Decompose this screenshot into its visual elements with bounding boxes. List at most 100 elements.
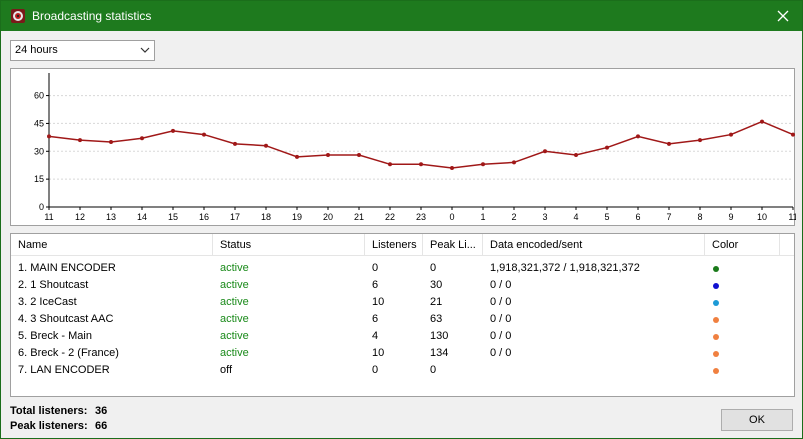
ok-button[interactable]: OK xyxy=(721,409,793,431)
encoder-list[interactable]: Name Status Listeners Peak Li... Data en… xyxy=(10,233,795,397)
data-point xyxy=(388,162,392,167)
data-point xyxy=(47,134,51,139)
data-point xyxy=(543,149,547,154)
x-tick-label: 19 xyxy=(292,212,302,222)
x-tick-label: 15 xyxy=(168,212,178,222)
table-row[interactable]: 6. Breck - 2 (France) active 10 134 0 / 0 xyxy=(11,345,794,362)
cell-peak: 130 xyxy=(430,330,449,342)
cell-status: active xyxy=(220,279,249,291)
table-row[interactable]: 1. MAIN ENCODER active 0 0 1,918,321,372 / 1… xyxy=(11,260,794,277)
cell-listeners: 10 xyxy=(372,347,385,359)
x-tick-label: 4 xyxy=(573,212,578,222)
data-point xyxy=(171,128,175,133)
table-row[interactable]: 4. 3 Shoutcast AAC active 6 63 0 / 0 xyxy=(11,311,794,328)
x-tick-label: 6 xyxy=(635,212,640,222)
cell-data: 0 / 0 xyxy=(490,296,512,308)
data-point xyxy=(512,160,516,165)
color-swatch[interactable] xyxy=(713,351,719,357)
cell-listeners: 0 xyxy=(372,364,379,376)
color-swatch[interactable] xyxy=(713,283,719,289)
column-header-peak-listeners[interactable]: Peak Li... xyxy=(423,234,483,256)
period-select[interactable]: 24 hours xyxy=(10,40,155,61)
data-point xyxy=(636,134,640,139)
y-tick-label: 0 xyxy=(39,202,44,212)
cell-peak: 21 xyxy=(430,296,443,308)
cell-data: 0 / 0 xyxy=(490,279,512,291)
x-tick-label: 23 xyxy=(416,212,426,222)
data-point xyxy=(729,132,733,137)
cell-name: 1. MAIN ENCODER xyxy=(18,262,116,274)
table-row[interactable]: 5. Breck - Main active 4 130 0 / 0 xyxy=(11,328,794,345)
cell-peak: 0 xyxy=(430,262,437,274)
x-tick-label: 9 xyxy=(728,212,733,222)
chevron-down-icon xyxy=(140,47,150,53)
column-header-listeners[interactable]: Listeners xyxy=(365,234,423,256)
cell-data: 0 / 0 xyxy=(490,313,512,325)
cell-status: active xyxy=(220,313,249,325)
color-swatch[interactable] xyxy=(713,266,719,272)
x-tick-label: 8 xyxy=(697,212,702,222)
data-point xyxy=(78,138,82,143)
listeners-chart: 0 15 30 45 60 11 12 13 14 15 16 17 18 19 20 21 22 23 0 1 2 3 4… xyxy=(10,68,796,226)
column-header-name[interactable]: Name xyxy=(11,234,213,256)
data-point xyxy=(233,141,237,146)
data-point xyxy=(326,153,330,157)
column-header-data[interactable]: Data encoded/sent xyxy=(483,234,705,256)
x-tick-label: 11 xyxy=(788,212,796,222)
color-swatch[interactable] xyxy=(713,334,719,340)
x-tick-label: 3 xyxy=(542,212,547,222)
data-point xyxy=(295,154,299,159)
y-tick-label: 15 xyxy=(34,174,44,184)
table-row[interactable]: 2. 1 Shoutcast active 6 30 0 / 0 xyxy=(11,277,794,294)
period-select-value: 24 hours xyxy=(15,44,58,56)
y-tick-label: 30 xyxy=(34,146,44,156)
total-listeners-label: Total listeners: xyxy=(10,405,88,417)
data-point xyxy=(791,132,795,137)
x-tick-label: 14 xyxy=(137,212,147,222)
peak-listeners-value: 66 xyxy=(95,420,108,432)
x-tick-label: 18 xyxy=(261,212,271,222)
color-swatch[interactable] xyxy=(713,368,719,374)
table-row[interactable]: 7. LAN ENCODER off 0 0 xyxy=(11,362,794,379)
data-point xyxy=(481,162,485,167)
x-tick-label: 7 xyxy=(666,212,671,222)
color-swatch[interactable] xyxy=(713,300,719,306)
x-tick-label: 1 xyxy=(480,212,485,222)
total-listeners-value: 36 xyxy=(95,405,108,417)
x-tick-label: 17 xyxy=(230,212,240,222)
cell-peak: 134 xyxy=(430,347,449,359)
cell-listeners: 0 xyxy=(372,262,379,274)
close-icon xyxy=(777,10,789,22)
cell-name: 6. Breck - 2 (France) xyxy=(18,347,119,359)
cell-status: off xyxy=(220,364,233,376)
cell-data: 0 / 0 xyxy=(490,347,512,359)
cell-listeners: 4 xyxy=(372,330,379,342)
table-row[interactable]: 3. 2 IceCast active 10 21 0 / 0 xyxy=(11,294,794,311)
x-tick-label: 11 xyxy=(44,212,53,222)
totals: Total listeners: 36 Peak listeners: 66 xyxy=(10,404,107,434)
cell-name: 7. LAN ENCODER xyxy=(18,364,110,376)
cell-listeners: 6 xyxy=(372,313,379,325)
title-bar: Broadcasting statistics xyxy=(1,1,802,31)
data-point xyxy=(419,162,423,167)
y-tick-label: 60 xyxy=(34,91,44,101)
close-button[interactable] xyxy=(764,1,802,31)
cell-data: 1,918,321,372 / 1,918,321,372 xyxy=(490,262,640,274)
x-tick-label: 2 xyxy=(511,212,516,222)
x-tick-label: 22 xyxy=(385,212,395,222)
color-swatch[interactable] xyxy=(713,317,719,323)
x-tick-label: 5 xyxy=(604,212,609,222)
peak-listeners-label: Peak listeners: xyxy=(10,420,88,432)
cell-data xyxy=(483,362,705,379)
data-point xyxy=(605,145,609,150)
cell-status: active xyxy=(220,347,249,359)
column-header-status[interactable]: Status xyxy=(213,234,365,256)
x-tick-label: 20 xyxy=(323,212,333,222)
column-header-color[interactable]: Color xyxy=(705,234,780,256)
cell-name: 3. 2 IceCast xyxy=(18,296,77,308)
cell-status: active xyxy=(220,262,249,274)
data-point xyxy=(109,140,113,144)
series-line xyxy=(48,120,794,169)
